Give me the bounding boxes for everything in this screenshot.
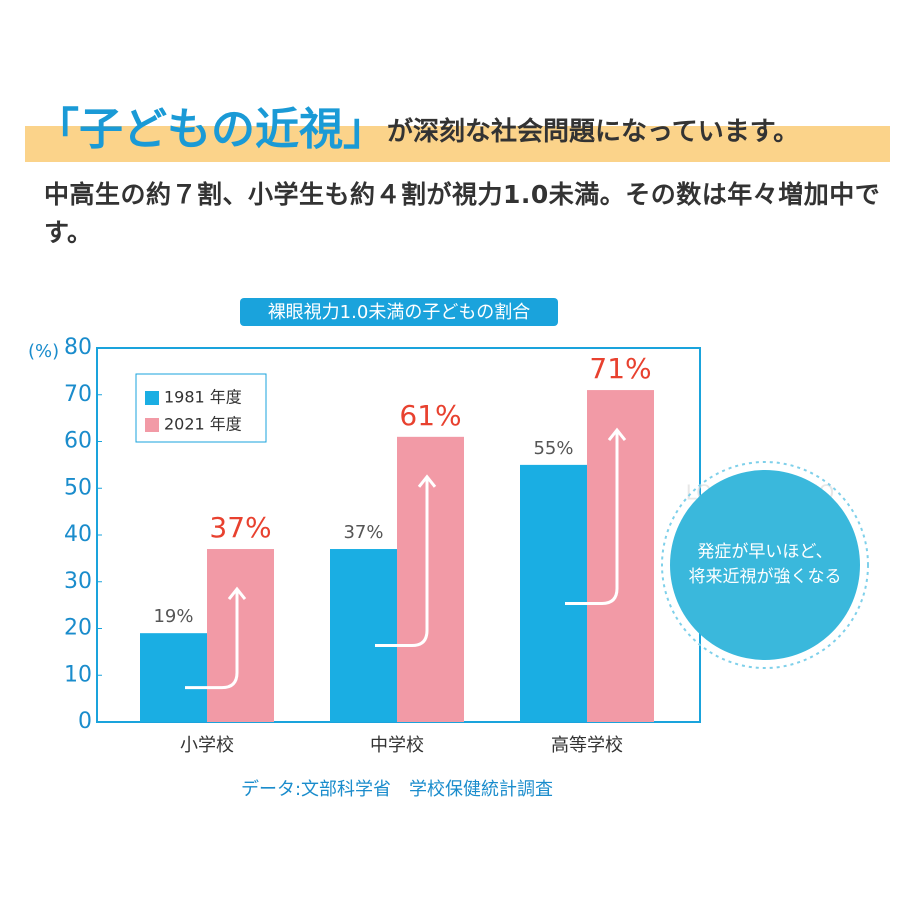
y-tick-label: 50 (64, 475, 92, 500)
x-tick-label: 小学校 (180, 735, 234, 756)
legend-swatch (145, 418, 159, 432)
chart-title: 裸眼視力1.0未満の子どもの割合 (268, 302, 531, 323)
y-tick-label: 40 (64, 522, 92, 547)
value-label: 61% (399, 399, 461, 432)
callout-text: 将来近視が強くなる (689, 567, 842, 587)
source: データ:文部科学省 学校保健統計調査 (241, 779, 553, 800)
bar (140, 633, 207, 722)
y-tick-label: 80 (64, 335, 92, 360)
title-pill (240, 298, 558, 326)
callout-text: 発症が早いほど、 (697, 542, 832, 562)
headline-highlight: 「子どもの近視」 (35, 104, 387, 155)
headline-rest: が深刻な社会問題になっています。 (387, 116, 799, 147)
callout-ring (661, 461, 869, 669)
arrow-head (417, 474, 437, 488)
value-label: 19% (153, 606, 193, 627)
y-tick-label: 20 (64, 616, 92, 641)
value-label: 37% (209, 511, 271, 544)
y-tick-label: 0 (78, 709, 92, 734)
y-tick-label: 10 (64, 662, 92, 687)
y-tick-label: 70 (64, 382, 92, 407)
arrow-head (227, 586, 247, 600)
x-tick-label: 中学校 (370, 735, 424, 756)
legend-label: 2021 年度 (164, 415, 242, 434)
y-tick-label: 30 (64, 569, 92, 594)
bar (207, 549, 274, 722)
y-tick-label: 60 (64, 429, 92, 454)
legend-swatch (145, 391, 159, 405)
callout-circle (670, 470, 860, 660)
highlight-band (25, 126, 890, 162)
arrow-head (607, 427, 627, 442)
legend-label: 1981 年度 (164, 388, 242, 407)
bar (587, 390, 654, 722)
arrow (375, 476, 429, 648)
y-unit: (%) (28, 341, 59, 362)
legend-frame (135, 373, 267, 443)
arrow (185, 589, 239, 690)
headline: 「子どもの近視」が深刻な社会問題になっています。 (35, 104, 799, 155)
value-label: 55% (533, 438, 573, 459)
bar (520, 464, 587, 722)
value-label: 37% (343, 522, 383, 543)
bar (397, 436, 464, 722)
subtitle: 中高生の約７割、小学生も約４割が視力1.0未満。その数は年々増加中です。 (44, 180, 881, 247)
x-tick-label: 高等学校 (551, 735, 623, 756)
value-label: 71% (589, 352, 651, 385)
bar (330, 549, 397, 722)
arrow (565, 430, 619, 605)
